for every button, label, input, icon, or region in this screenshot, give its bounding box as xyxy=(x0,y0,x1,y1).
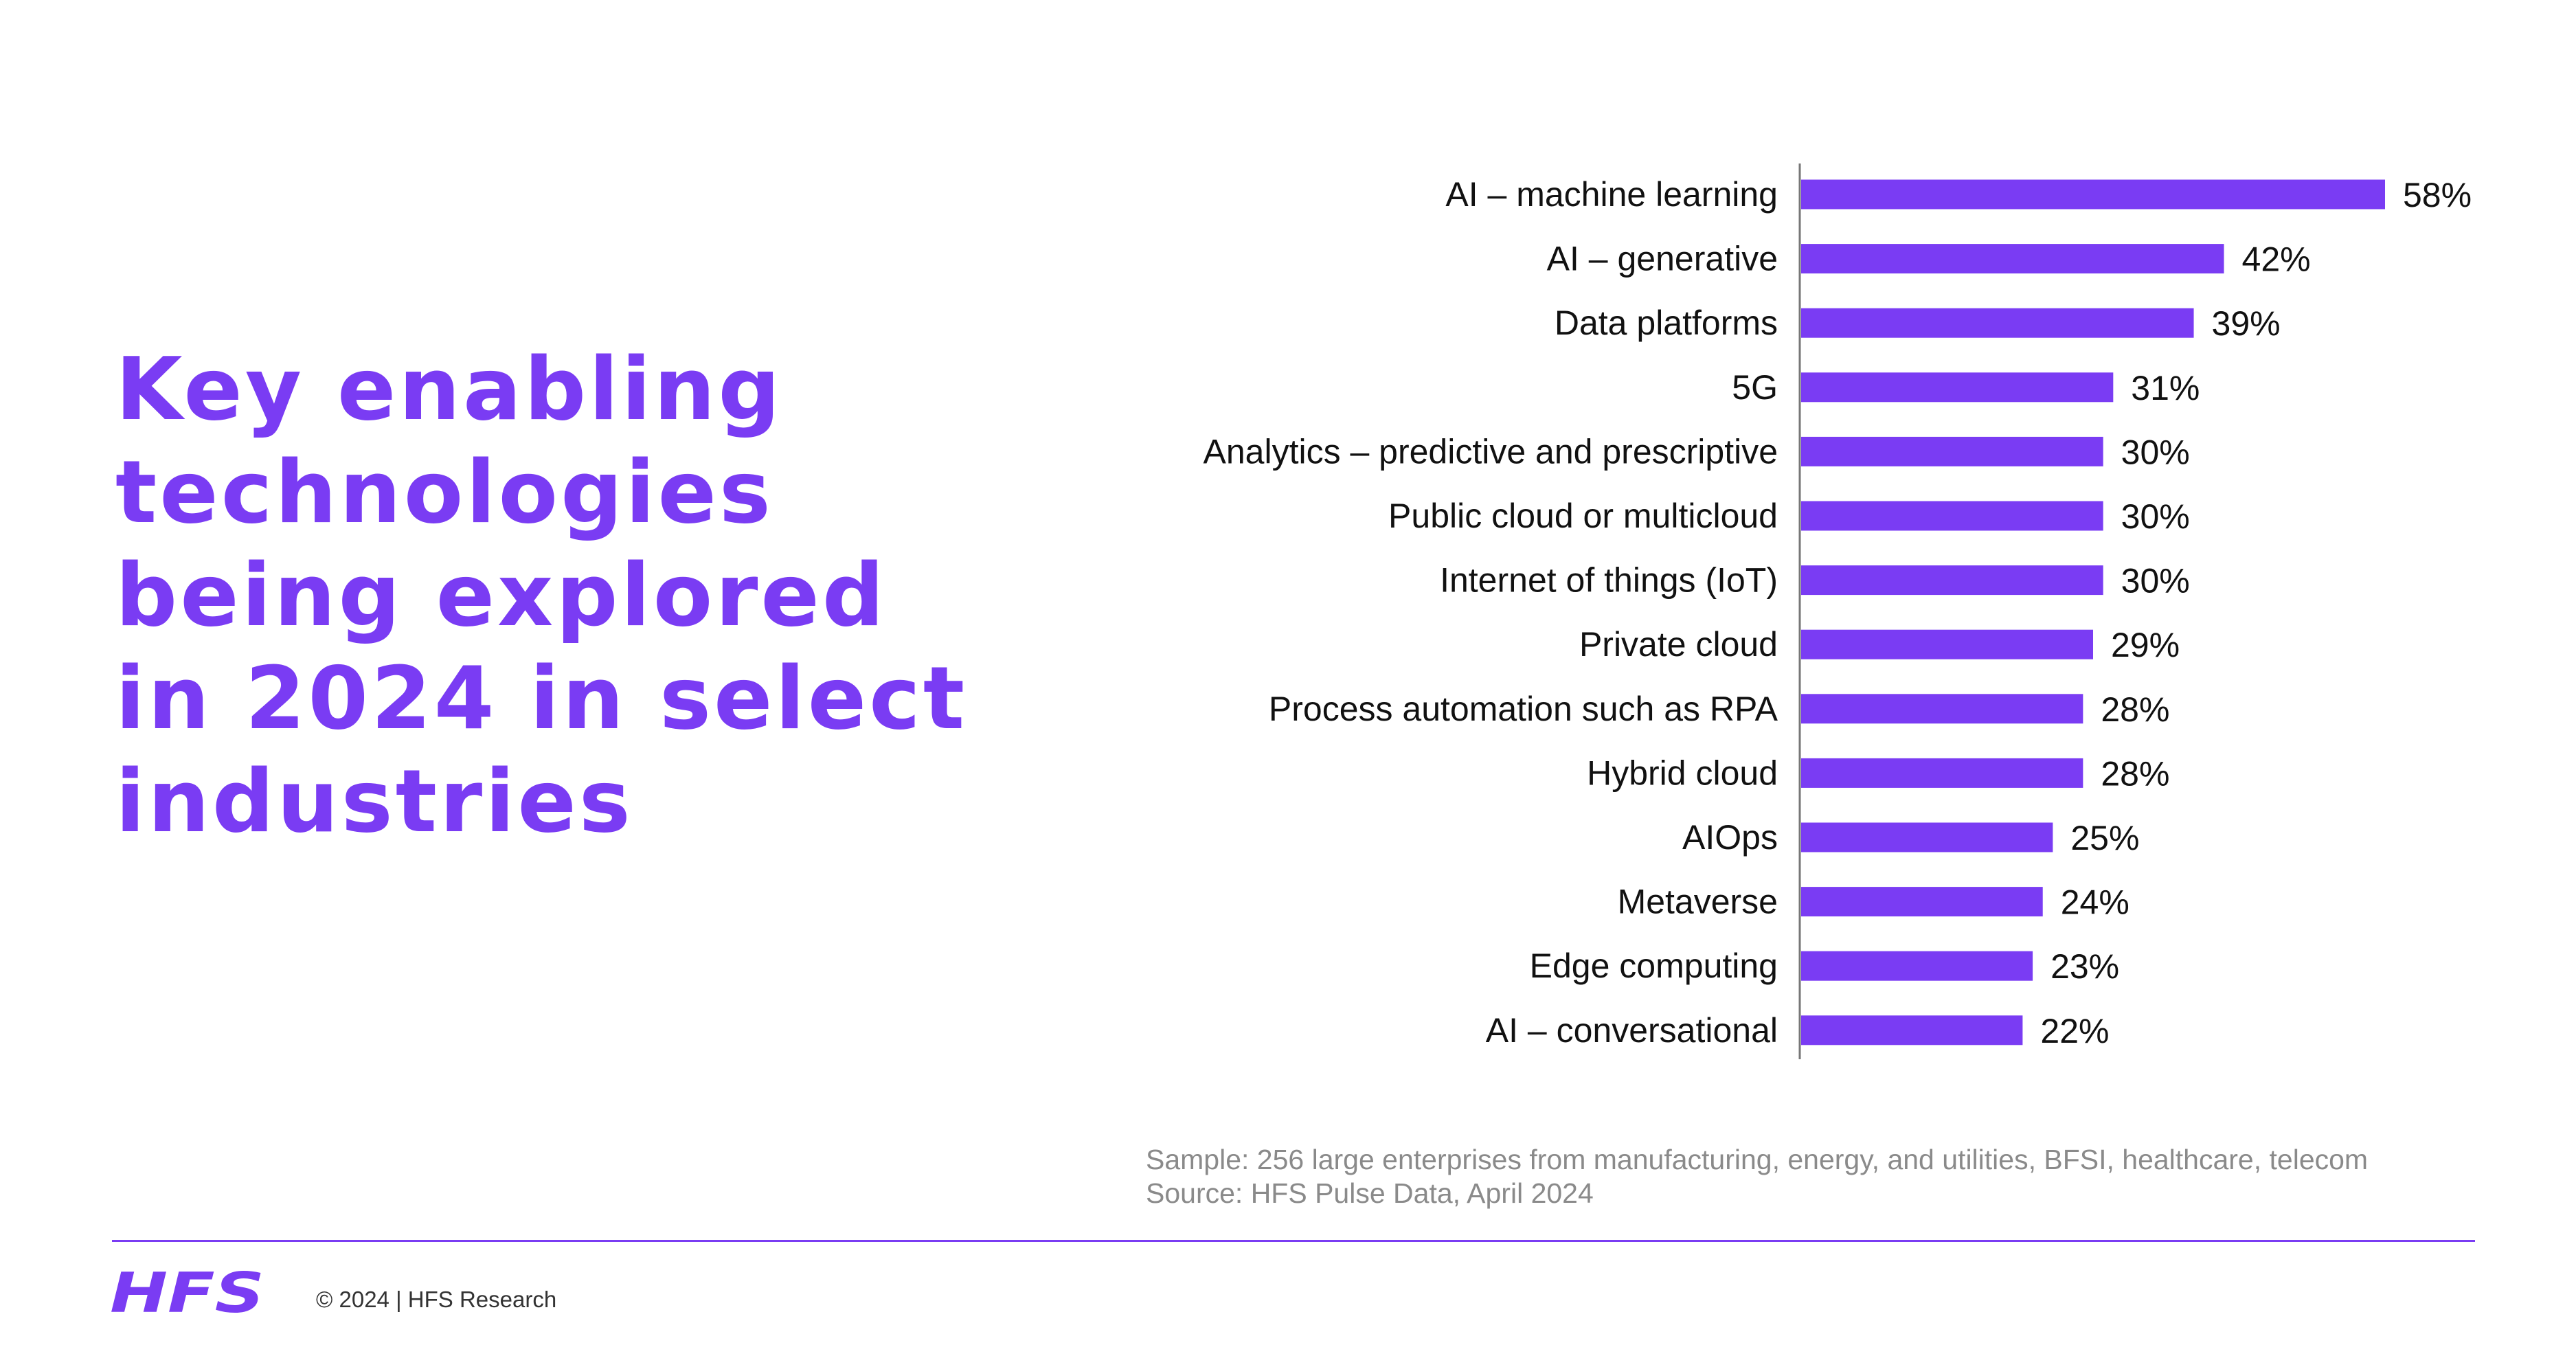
category-label: Public cloud or multicloud xyxy=(1388,497,1778,535)
bar-chart: AI – machine learning 58% AI – generative 4… xyxy=(1204,163,2472,1059)
category-label: Hybrid cloud xyxy=(1587,754,1778,792)
category-label: Analytics – predictive and prescriptive xyxy=(1204,432,1778,471)
bar xyxy=(1801,179,2385,210)
value-label: 25% xyxy=(2070,819,2139,857)
category-label: Data platforms xyxy=(1555,304,1778,342)
value-label: 30% xyxy=(2121,562,2190,600)
category-label: Process automation such as RPA xyxy=(1269,690,1778,728)
value-label: 24% xyxy=(2061,883,2129,922)
category-label: Internet of things (IoT) xyxy=(1440,561,1778,600)
value-label: 28% xyxy=(2101,690,2169,729)
value-label: 28% xyxy=(2101,754,2169,793)
value-label: 22% xyxy=(2040,1012,2109,1050)
bar xyxy=(1801,1015,2023,1046)
bar xyxy=(1801,887,2043,917)
value-label: 23% xyxy=(2050,947,2119,986)
bar xyxy=(1801,308,2194,338)
bar xyxy=(1801,822,2053,852)
bar xyxy=(1801,244,2224,274)
value-label: 39% xyxy=(2212,304,2281,343)
bar xyxy=(1801,758,2083,788)
hfs-logo: HFS xyxy=(110,1269,264,1318)
title-line: Key enabling xyxy=(115,339,783,440)
category-label: AIOps xyxy=(1682,818,1778,857)
category-label: 5G xyxy=(1732,368,1778,407)
bar xyxy=(1801,372,2114,403)
bar xyxy=(1801,629,2093,659)
value-label: 29% xyxy=(2111,626,2180,664)
title-line: technologies xyxy=(115,442,773,543)
title-line: industries xyxy=(115,751,633,852)
copyright: © 2024 | HFS Research xyxy=(316,1287,557,1312)
logo-text: HFS xyxy=(110,1269,264,1318)
page-title: Key enabling technologies being explored… xyxy=(115,338,1160,853)
category-label: AI – machine learning xyxy=(1445,175,1778,214)
bar xyxy=(1801,436,2103,466)
value-label: 42% xyxy=(2242,240,2311,279)
source-note: Source: HFS Pulse Data, April 2024 xyxy=(1146,1177,1594,1209)
title-line: in 2024 in select xyxy=(115,648,968,749)
footer-divider xyxy=(112,1240,2475,1242)
value-label: 30% xyxy=(2121,497,2190,536)
bar xyxy=(1801,565,2103,596)
category-label: Private cloud xyxy=(1579,625,1778,664)
bar xyxy=(1801,951,2033,981)
bar xyxy=(1801,501,2103,531)
value-label: 31% xyxy=(2131,369,2200,407)
category-label: AI – generative xyxy=(1547,240,1778,278)
category-label: Metaverse xyxy=(1618,883,1778,921)
title-line: being explored xyxy=(115,545,888,646)
category-label: AI – conversational xyxy=(1486,1011,1778,1050)
bar xyxy=(1801,694,2083,724)
sample-note: Sample: 256 large enterprises from manuf… xyxy=(1146,1144,2369,1175)
category-label: Edge computing xyxy=(1530,947,1778,985)
value-label: 30% xyxy=(2121,433,2190,471)
value-label: 58% xyxy=(2403,176,2472,214)
